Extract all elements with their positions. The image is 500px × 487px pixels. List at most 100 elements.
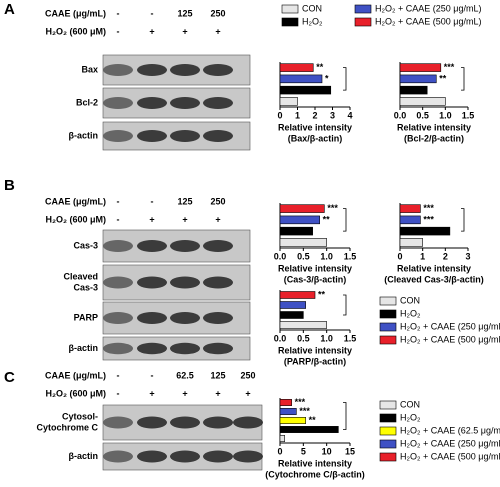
x-axis-label: Relative intensity <box>278 263 352 273</box>
legend-label: H₂O₂ + CAAE (500 μg/mL) <box>400 334 500 344</box>
significance: ** <box>318 289 326 299</box>
x-tick-label: 1 <box>295 110 300 120</box>
bar <box>399 215 421 225</box>
legend-swatch <box>379 452 397 462</box>
x-tick-label: 1.0 <box>320 333 333 343</box>
lane-label: - <box>117 388 120 398</box>
row-label: Cytochrome C <box>36 422 98 432</box>
significance: ** <box>323 214 331 224</box>
blot-band <box>203 240 233 252</box>
bar <box>399 204 421 213</box>
blot-band <box>203 312 233 324</box>
bar <box>279 321 327 329</box>
lane-label: + <box>215 26 220 36</box>
x-axis-label: (Bcl-2/β-actin) <box>404 133 464 143</box>
bracket <box>343 294 347 316</box>
lane-label: 125 <box>177 8 192 18</box>
treatment-label: CAAE (μg/mL) <box>45 8 106 18</box>
significance: *** <box>423 203 434 213</box>
x-tick-label: 4 <box>347 110 352 120</box>
lane-label: 250 <box>240 370 255 380</box>
legend-label: H₂O₂ <box>400 308 421 318</box>
x-tick-label: 1.0 <box>439 110 452 120</box>
row-label: Cas-3 <box>73 240 98 250</box>
legend-swatch <box>379 413 397 423</box>
lane-label: + <box>149 26 154 36</box>
blot-band <box>170 130 200 142</box>
x-axis-label: Relative intensity <box>397 122 471 132</box>
legend-label: CON <box>400 295 420 305</box>
bar <box>399 238 423 247</box>
blot-band <box>137 276 167 289</box>
bar <box>279 426 339 433</box>
blot-band <box>170 64 200 76</box>
x-tick-label: 1 <box>420 251 425 261</box>
blot-band <box>170 97 200 109</box>
legend-swatch <box>379 426 397 436</box>
legend-swatch <box>379 296 397 306</box>
blot-band <box>233 450 263 463</box>
x-tick-label: 0.0 <box>394 110 407 120</box>
bar <box>279 204 325 213</box>
lane-label: + <box>245 388 250 398</box>
significance: *** <box>423 214 434 224</box>
blot-band <box>170 240 200 252</box>
blot-band <box>103 450 133 463</box>
blot-band <box>103 240 133 252</box>
bar <box>279 74 323 84</box>
legend-swatch <box>281 17 299 27</box>
blot-band <box>103 276 133 289</box>
legend-swatch <box>379 400 397 410</box>
bracket <box>343 67 347 91</box>
blot-band <box>137 240 167 252</box>
significance: *** <box>327 203 338 213</box>
blot-band <box>103 130 133 142</box>
significance: * <box>325 73 329 83</box>
blot-band <box>103 312 133 324</box>
row-label: Cleaved <box>63 271 98 281</box>
x-axis-label: Relative intensity <box>397 263 471 273</box>
significance: *** <box>295 397 306 407</box>
lane-label: - <box>117 26 120 36</box>
x-tick-label: 15 <box>345 446 355 456</box>
x-tick-label: 1.5 <box>344 251 357 261</box>
x-tick-label: 1.5 <box>462 110 475 120</box>
row-label: PARP <box>74 312 98 322</box>
legend-label: H₂O₂ <box>400 412 421 422</box>
lane-label: + <box>182 388 187 398</box>
x-tick-label: 1.0 <box>320 251 333 261</box>
significance: *** <box>444 62 455 72</box>
lane-label: 250 <box>210 8 225 18</box>
lane-label: + <box>215 388 220 398</box>
legend-label: H₂O₂ + CAAE (62.5 μg/mL) <box>400 425 500 435</box>
blot-band <box>137 97 167 109</box>
blot-band <box>203 97 233 109</box>
row-label: β-actin <box>69 343 99 353</box>
legend-swatch <box>379 309 397 319</box>
legend-swatch <box>379 322 397 332</box>
lane-label: + <box>182 26 187 36</box>
x-tick-label: 3 <box>465 251 470 261</box>
lane-label: + <box>215 214 220 224</box>
row-label: Bax <box>81 64 98 74</box>
bar <box>279 215 320 225</box>
panel-letter: B <box>4 177 15 194</box>
row-label: Cas-3 <box>73 282 98 292</box>
x-axis-label: (Bax/β-actin) <box>288 133 343 143</box>
legend-label: H₂O₂ <box>302 16 323 26</box>
treatment-label: H₂O₂ (600 μM) <box>45 214 106 224</box>
row-label: Bcl-2 <box>76 97 98 107</box>
legend-label: H₂O₂ + CAAE (250 μg/mL) <box>400 321 500 331</box>
x-axis-label: Relative intensity <box>278 458 352 468</box>
bracket <box>461 208 465 232</box>
lane-label: - <box>117 196 120 206</box>
x-tick-label: 0.5 <box>297 333 310 343</box>
lane-label: - <box>151 370 154 380</box>
bar <box>279 97 298 106</box>
bar <box>279 226 313 236</box>
x-tick-label: 0.5 <box>297 251 310 261</box>
blot-band <box>137 450 167 463</box>
bar <box>399 63 442 72</box>
blot-band <box>137 312 167 324</box>
